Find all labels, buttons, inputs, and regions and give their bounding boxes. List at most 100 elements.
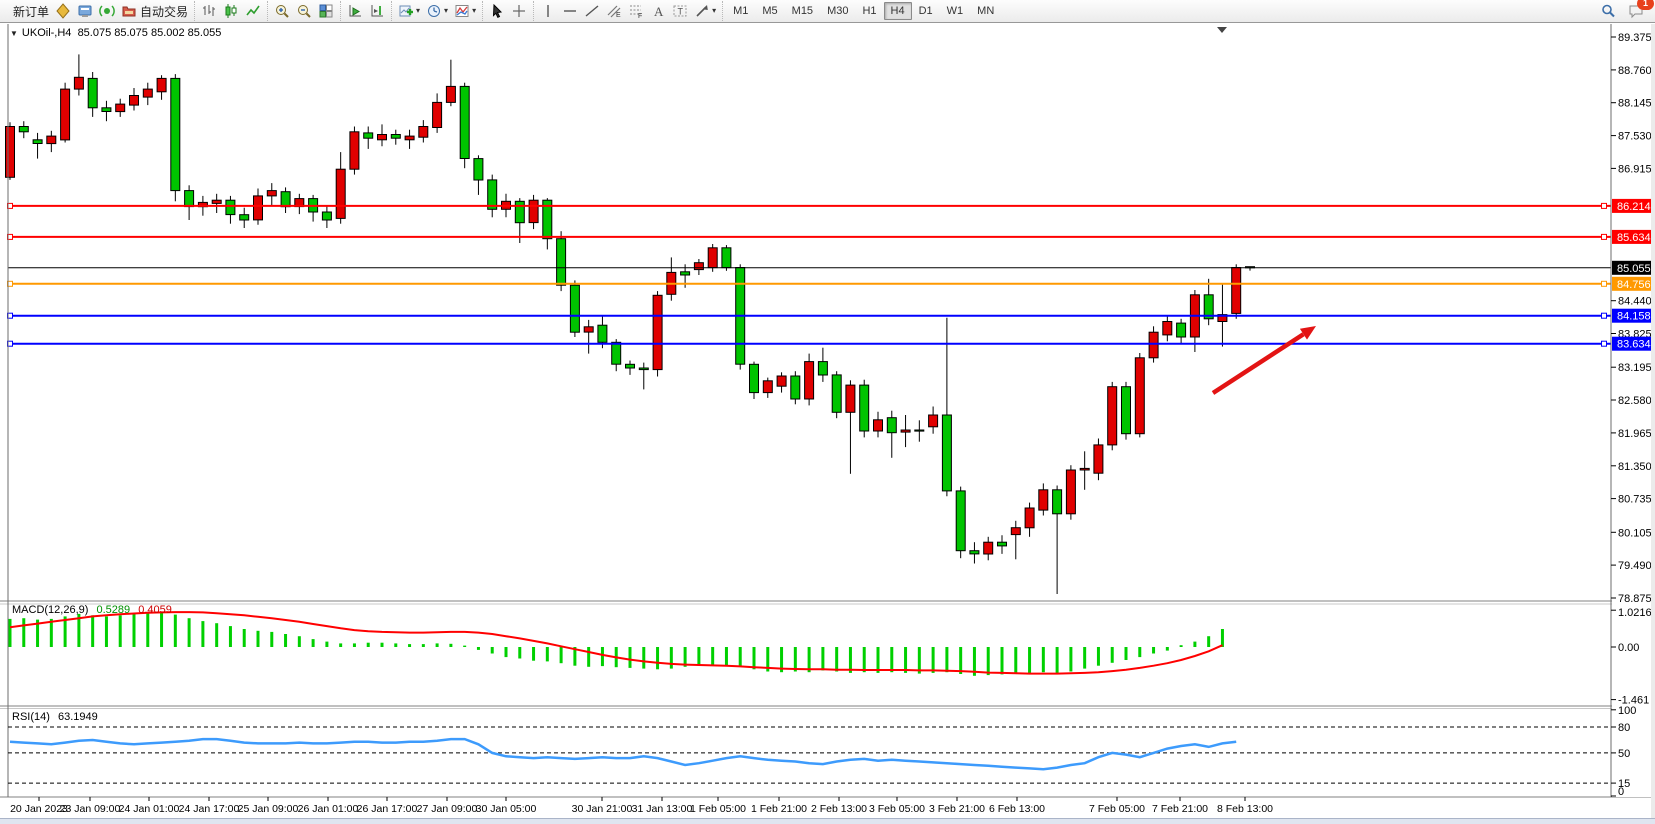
timeframe-m30[interactable]: M30 [827,5,849,17]
trend-icon [585,5,599,17]
new-order-button[interactable]: 新订单 [7,1,52,21]
candle [321,205,332,228]
svg-text:F: F [638,13,642,19]
crosshair-button[interactable] [508,1,530,21]
folder-icon [122,6,136,17]
time-tick-label: 1 Feb 05:00 [690,803,746,815]
time-tick-label: 30 Jan 21:00 [572,803,633,815]
time-tick-label: 26 Jan 01:00 [298,803,359,815]
timeframe-m1[interactable]: M1 [733,5,749,17]
candle [418,120,429,143]
chart-shift-marker[interactable] [1217,27,1227,33]
timeframe-mn[interactable]: MN [977,5,995,17]
trend-arrow-annotation[interactable] [1211,332,1305,395]
auto-trading-button[interactable]: 自动交易 [118,1,191,21]
cursor-icon [493,3,503,18]
macd-tick-label: -1.461 [1618,695,1649,707]
line-handle[interactable] [1601,340,1607,347]
collapse-quote-icon[interactable]: ▼ [10,29,18,38]
price-tag [1612,308,1655,323]
candle [459,82,470,169]
candle [363,126,374,149]
time-tick-label: 27 Jan 09:00 [417,803,478,815]
candle [721,245,732,271]
line-handle[interactable] [1601,312,1607,319]
candle [129,88,139,111]
timeframe-h4[interactable]: H4 [883,2,912,20]
zoom-out-button[interactable] [293,1,315,21]
price-tag [1612,198,1655,213]
tile-windows-button[interactable] [315,1,337,21]
templates-button[interactable]: ▾ [451,1,479,21]
candle [432,93,443,133]
candle [583,319,594,354]
macd-series [8,612,1224,676]
timeframe-h1[interactable]: H1 [862,5,877,17]
timeframe-m15[interactable]: M15 [791,5,814,17]
line-handle[interactable] [1601,233,1607,240]
candle [1038,483,1049,516]
zoomout-icon [298,5,311,18]
line-handle[interactable] [1601,280,1607,287]
toolbar-group: E F A T ▾ [533,1,722,21]
chart-shift-button[interactable] [366,1,388,21]
chart-wizard-button[interactable] [52,1,74,21]
search-icon [1602,4,1615,18]
cursor-button[interactable] [486,1,508,21]
timeframe-d1[interactable]: D1 [918,5,933,17]
search-button[interactable] [1597,1,1619,21]
price-tag [1612,276,1655,291]
line-handle[interactable] [1601,202,1607,209]
time-tick-label: 26 Jan 17:00 [357,803,418,815]
window-bottom-strip [0,818,1655,824]
timeframe-w1[interactable]: W1 [946,5,964,17]
channel-icon: E [607,5,621,19]
rsi-indicator-label: RSI(14) 63.1949 [12,711,98,723]
zoom-in-button[interactable] [271,1,293,21]
price-tag-label: 85.634 [1617,232,1651,244]
candle [928,406,939,434]
candle [1176,318,1187,345]
terminal-button[interactable] [74,1,96,21]
vertical-line-button[interactable] [537,1,559,21]
time-tick-label: 1 Feb 21:00 [751,803,807,815]
chevron-down-icon[interactable]: ▾ [712,6,717,15]
candle-chart-button[interactable] [220,1,242,21]
chevron-down-icon[interactable]: ▾ [444,6,449,15]
timeframe-m5[interactable]: M5 [762,5,778,17]
bar-chart-button[interactable] [198,1,220,21]
arrows-button[interactable]: ▾ [691,1,719,21]
terminal-icon [78,5,92,17]
text-button[interactable]: A [647,1,669,21]
price-tick-label: 80.105 [1618,527,1652,539]
candle [377,124,387,147]
signals-button[interactable] [96,1,118,21]
candle [266,183,277,206]
candle [142,82,153,106]
horizontal-line-button[interactable] [559,1,581,21]
line-chart-button[interactable] [242,1,264,21]
fibo-icon: F [630,5,642,19]
candle [46,130,57,153]
periods-button[interactable]: ▾ [423,1,451,21]
price-tick-label: 83.195 [1618,362,1652,374]
text-label-button[interactable]: T [669,1,691,21]
auto-scroll-button[interactable] [344,1,366,21]
rsi-tick-label: 50 [1618,748,1630,760]
candle [859,379,870,438]
trendline-button[interactable] [581,1,603,21]
candle [983,536,994,561]
toolbar-group: ▾ ▾ ▾ [391,1,482,21]
equidistant-channel-button[interactable]: E [603,1,625,21]
chevron-down-icon[interactable]: ▾ [416,6,421,15]
indicators-button[interactable]: ▾ [395,1,423,21]
notifications-button[interactable]: 1 [1625,0,1654,21]
tiles-icon [319,4,333,18]
price-tag [1612,260,1655,275]
fibonacci-button[interactable]: F [625,1,647,21]
price-tick-label: 81.965 [1618,428,1652,440]
candle [817,347,828,382]
svg-text:E: E [616,12,621,19]
chevron-down-icon[interactable]: ▾ [472,6,477,15]
